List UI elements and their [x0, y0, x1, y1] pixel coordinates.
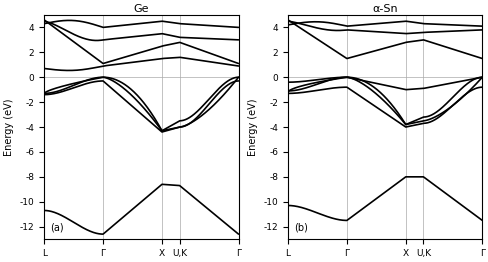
Title: Ge: Ge: [133, 4, 149, 14]
Y-axis label: Energy (eV): Energy (eV): [247, 98, 258, 156]
Text: (b): (b): [293, 222, 307, 232]
Y-axis label: Energy (eV): Energy (eV): [4, 98, 14, 156]
Text: (a): (a): [50, 222, 63, 232]
Title: α-Sn: α-Sn: [371, 4, 397, 14]
